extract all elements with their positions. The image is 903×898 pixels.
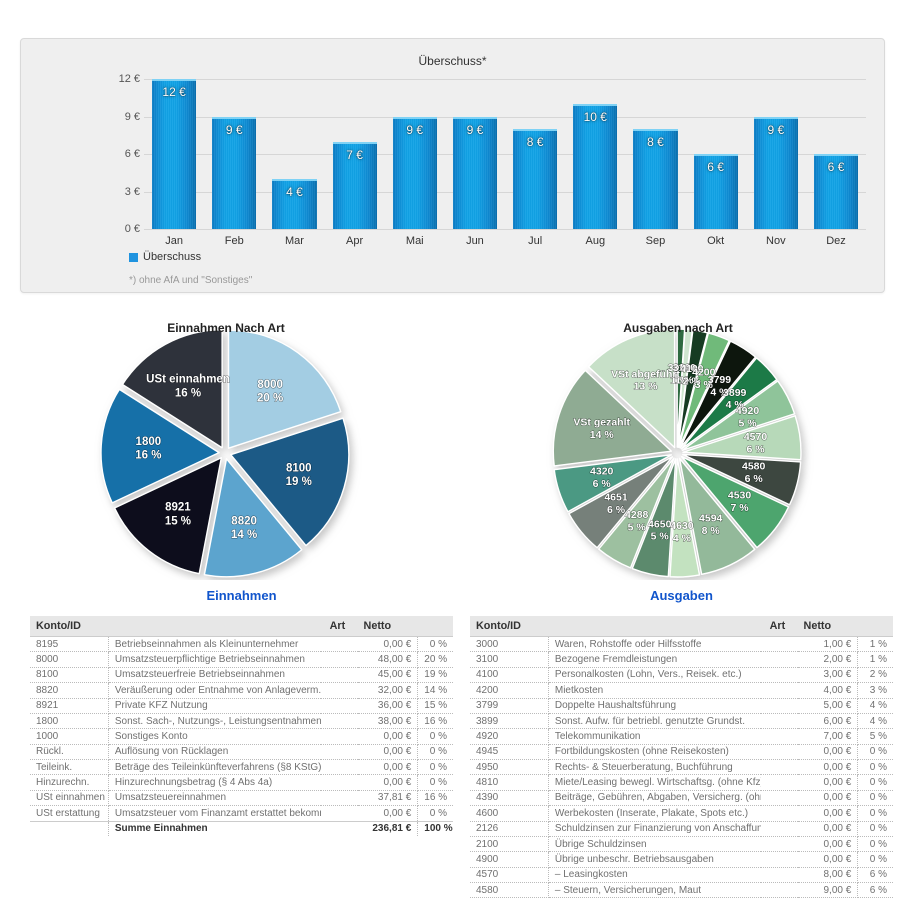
svg-text:46516 %: 4651 6 % xyxy=(604,491,628,515)
svg-text:42885 %: 4288 5 % xyxy=(625,509,649,533)
svg-text:892115 %: 8921 15 % xyxy=(165,502,191,528)
svg-text:45948 %: 4594 8 % xyxy=(699,513,723,537)
svg-text:46304 %: 4630 4 % xyxy=(670,520,694,544)
svg-text:180016 %: 1800 16 % xyxy=(135,436,161,462)
svg-text:43206 %: 4320 6 % xyxy=(590,465,614,489)
svg-text:46505 %: 4650 5 % xyxy=(648,518,672,542)
svg-text:45806 %: 4580 6 % xyxy=(742,461,766,485)
svg-text:800020 %: 8000 20 % xyxy=(257,379,283,405)
svg-text:810019 %: 8100 19 % xyxy=(286,462,312,488)
svg-text:45307 %: 4530 7 % xyxy=(728,490,752,514)
svg-text:882014 %: 8820 14 % xyxy=(231,515,257,541)
svg-text:49205 %: 4920 5 % xyxy=(736,405,760,429)
svg-text:45706 %: 4570 6 % xyxy=(744,431,768,455)
